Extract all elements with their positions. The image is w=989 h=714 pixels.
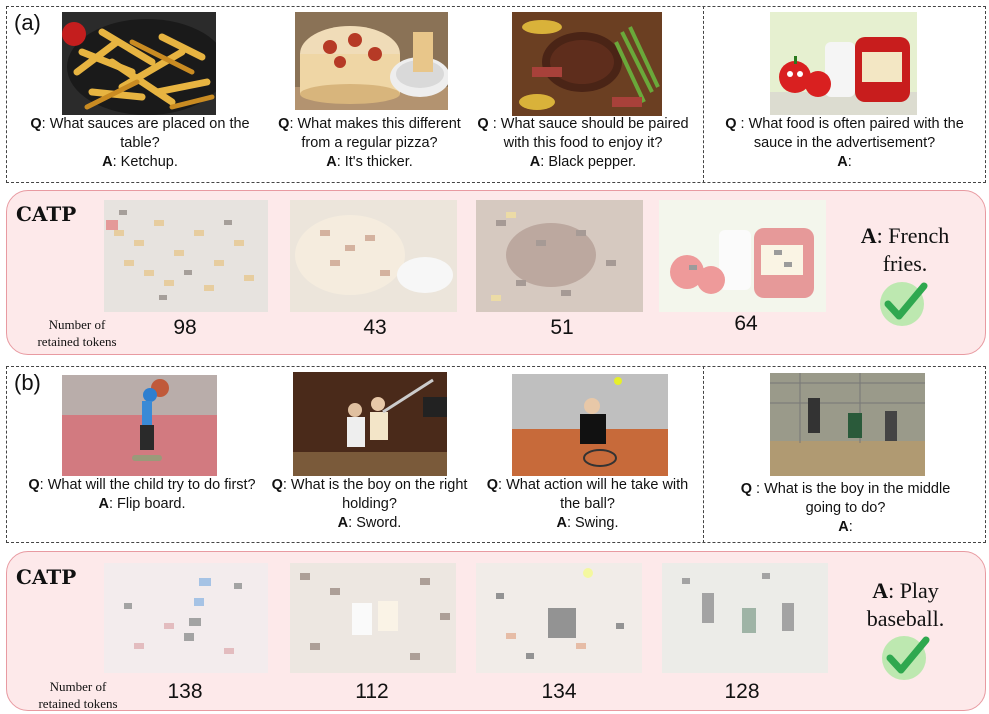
count-a3: 51	[550, 316, 574, 339]
tennis-image	[512, 374, 668, 476]
qa-a1: Q: What sauces are placed on the table? …	[30, 116, 250, 170]
count-b2: 112	[355, 680, 389, 703]
retained-label-b: Number of retained tokens	[38, 679, 118, 711]
count-a2: 43	[363, 316, 387, 339]
sword-pruned-image	[290, 563, 456, 673]
panel-a-divider	[703, 6, 704, 183]
pizza-image	[295, 12, 448, 110]
skateboard-pruned-image	[104, 563, 268, 673]
panel-a-label: (a)	[14, 10, 41, 35]
panel-b-box	[6, 366, 986, 543]
fries-pruned-image	[104, 200, 268, 312]
qa-b1: Q: What will the child try to do first? …	[28, 477, 256, 512]
count-b1: 138	[167, 680, 203, 703]
panel-b-divider	[703, 366, 704, 543]
qa-a2: Q: What makes this different from a regu…	[278, 116, 461, 170]
panel-a-box	[6, 6, 986, 183]
skateboard-image	[62, 375, 217, 476]
tennis-pruned-image	[476, 563, 642, 673]
steak-image	[512, 12, 662, 116]
ketchup-pruned-image	[659, 200, 826, 312]
ketchup-ad-image	[770, 12, 917, 115]
retained-label-a: Number of retained tokens	[37, 317, 117, 349]
qa-b2: Q: What is the boy on the right holding?…	[271, 477, 468, 531]
count-b3: 134	[541, 680, 577, 703]
count-a1: 98	[173, 316, 197, 339]
count-b4: 128	[724, 680, 760, 703]
baseball-image	[770, 373, 925, 476]
catp-title-b: CATP	[16, 565, 77, 589]
qa-b4: Q : What is the boy in the middle going …	[740, 481, 951, 535]
catp-answer-b: A: Play baseball.	[866, 578, 945, 631]
qa-a4: Q : What food is often paired with the s…	[725, 116, 964, 170]
panel-b-label: (b)	[14, 370, 41, 395]
steak-pruned-image	[476, 200, 643, 312]
baseball-pruned-image	[662, 563, 828, 673]
qa-b3: Q: What action will he take with the bal…	[486, 477, 689, 531]
count-a4: 64	[734, 312, 758, 335]
pizza-pruned-image	[290, 200, 457, 312]
catp-answer-a: A: French fries.	[860, 223, 950, 276]
checkmark-icon	[878, 276, 930, 328]
fries-image	[62, 12, 216, 115]
qa-a3: Q : What sauce should be paired with thi…	[477, 116, 689, 170]
checkmark-icon	[880, 630, 932, 682]
catp-title-a: CATP	[16, 202, 77, 226]
sword-image	[293, 372, 447, 476]
